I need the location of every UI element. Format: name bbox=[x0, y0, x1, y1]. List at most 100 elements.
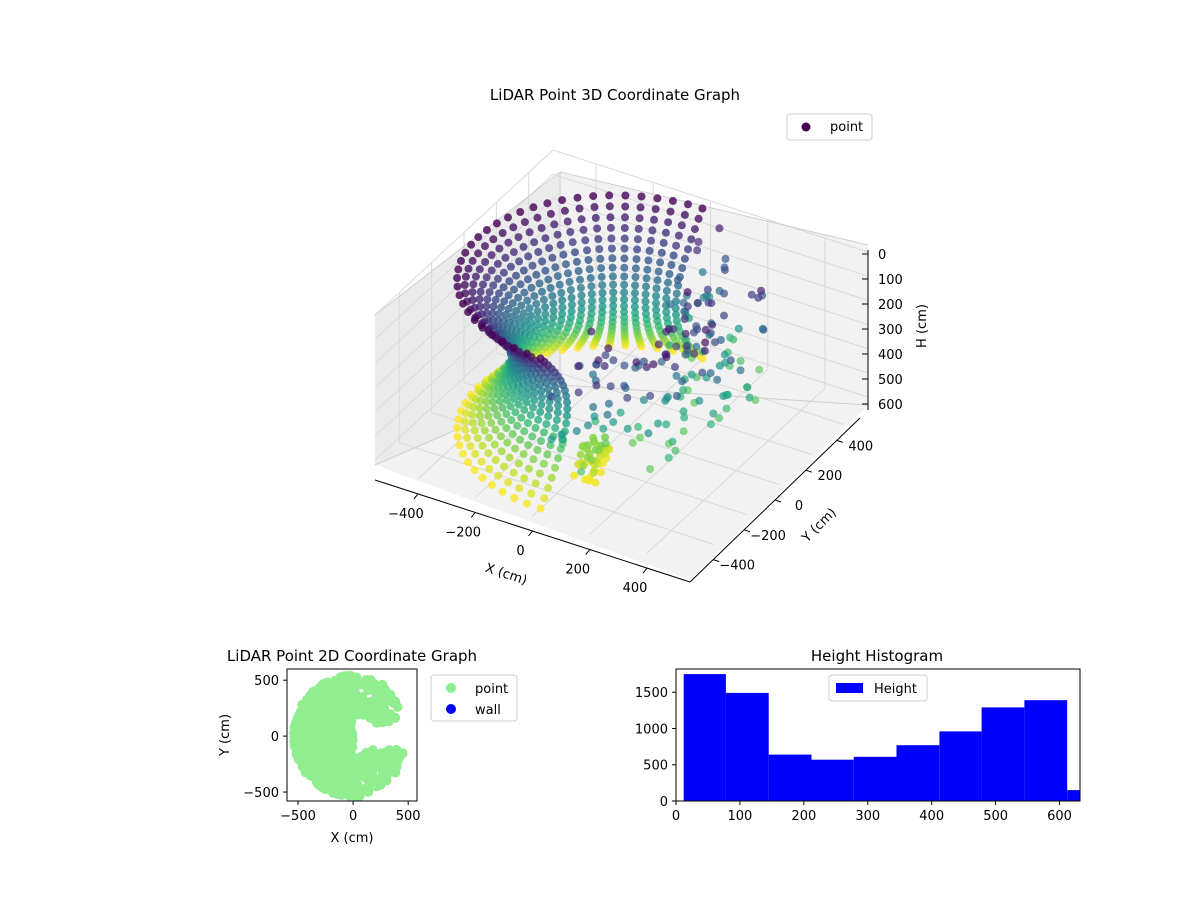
point-3d bbox=[546, 284, 555, 292]
point-3d bbox=[585, 476, 594, 485]
point-3d bbox=[453, 432, 462, 441]
point-3d bbox=[601, 433, 609, 442]
point-3d bbox=[647, 236, 655, 245]
point-3d bbox=[502, 424, 511, 433]
z-tick-label-3d: 400 bbox=[878, 348, 903, 363]
point-3d bbox=[666, 207, 675, 216]
point-3d bbox=[469, 280, 478, 289]
point-3d bbox=[654, 419, 662, 428]
point-3d bbox=[671, 304, 680, 313]
point-3d bbox=[565, 277, 574, 286]
point-3d bbox=[488, 391, 497, 400]
point-3d bbox=[501, 253, 510, 262]
point-3d bbox=[541, 266, 550, 275]
point-2d bbox=[390, 767, 401, 778]
histogram-bar bbox=[683, 674, 726, 801]
point-3d bbox=[530, 396, 539, 404]
point-2d bbox=[335, 673, 346, 684]
point-3d bbox=[561, 260, 570, 269]
point-2d bbox=[353, 708, 364, 719]
point-3d bbox=[631, 273, 640, 282]
point-3d bbox=[557, 316, 566, 324]
point-3d bbox=[587, 282, 596, 291]
point-3d bbox=[552, 388, 561, 397]
point-3d bbox=[680, 315, 689, 323]
point-3d bbox=[642, 363, 651, 372]
point-3d bbox=[495, 309, 503, 318]
point-3d bbox=[657, 248, 666, 257]
histogram-bar bbox=[725, 692, 769, 801]
histogram-bar bbox=[1024, 700, 1068, 801]
point-3d bbox=[492, 219, 501, 228]
point-3d bbox=[587, 289, 596, 298]
point-3d bbox=[595, 245, 604, 254]
point-3d bbox=[534, 415, 543, 424]
point-3d bbox=[606, 382, 615, 391]
point-3d bbox=[679, 386, 688, 394]
point-3d bbox=[533, 446, 542, 454]
point-3d bbox=[558, 303, 567, 312]
point-3d bbox=[509, 468, 518, 477]
point-3d bbox=[497, 417, 506, 426]
point-3d bbox=[726, 356, 735, 365]
point-3d bbox=[495, 289, 503, 298]
point-3d bbox=[464, 308, 473, 317]
z-tick-label-3d: 200 bbox=[878, 298, 903, 313]
point-3d bbox=[471, 449, 480, 458]
point-3d bbox=[609, 307, 618, 316]
y-tick-label-2d: 0 bbox=[271, 730, 279, 745]
point-3d bbox=[531, 423, 540, 432]
point-3d bbox=[498, 337, 507, 346]
point-3d bbox=[583, 441, 592, 450]
x-tick-label-histogram: 100 bbox=[728, 809, 753, 824]
point-3d bbox=[537, 224, 546, 232]
point-2d bbox=[342, 775, 353, 786]
point-2d bbox=[321, 757, 332, 767]
point-3d bbox=[520, 427, 529, 436]
point-2d bbox=[296, 706, 307, 717]
point-cloud-2d bbox=[289, 670, 408, 801]
point-3d bbox=[620, 234, 629, 243]
y-tick-label-histogram: 1000 bbox=[635, 722, 668, 737]
point-3d bbox=[598, 308, 607, 317]
point-3d bbox=[525, 304, 534, 313]
point-3d bbox=[475, 295, 484, 304]
point-2d bbox=[300, 731, 311, 742]
z-tick-label-3d: 0 bbox=[878, 248, 886, 263]
point-3d bbox=[589, 403, 598, 411]
point-3d bbox=[559, 250, 568, 259]
point-3d bbox=[517, 413, 526, 422]
point-3d bbox=[757, 286, 766, 295]
grid-line-left-h bbox=[374, 149, 554, 316]
point-3d bbox=[509, 248, 518, 257]
legend-2d: point wall bbox=[430, 674, 518, 722]
point-3d bbox=[653, 194, 662, 203]
point-3d bbox=[560, 206, 569, 215]
point-3d bbox=[479, 280, 487, 289]
point-3d bbox=[515, 484, 524, 493]
point-3d bbox=[549, 299, 558, 308]
point-3d bbox=[587, 327, 596, 336]
point-3d bbox=[469, 403, 478, 411]
point-3d bbox=[497, 447, 506, 456]
point-3d bbox=[609, 302, 618, 310]
point-3d bbox=[519, 242, 528, 251]
point-3d bbox=[665, 270, 674, 278]
point-2d bbox=[314, 682, 325, 693]
point-3d bbox=[641, 303, 650, 312]
point-3d bbox=[528, 432, 537, 441]
point-3d bbox=[457, 256, 465, 265]
x-tick-label-3d: 200 bbox=[565, 563, 590, 578]
grid-line-left-h bbox=[374, 270, 554, 437]
point-2d bbox=[341, 725, 352, 736]
y-tick-label-3d: 0 bbox=[795, 499, 803, 514]
point-3d bbox=[630, 289, 639, 298]
point-2d bbox=[375, 779, 386, 790]
ticks-3d: −400 −200 0 200 400 −400 −200 0 200 400 0 100 200 300… bbox=[388, 248, 903, 596]
point-3d bbox=[461, 409, 470, 418]
point-3d bbox=[666, 300, 675, 309]
point-3d bbox=[597, 264, 606, 273]
point-3d bbox=[592, 381, 601, 390]
point-3d bbox=[520, 218, 529, 227]
